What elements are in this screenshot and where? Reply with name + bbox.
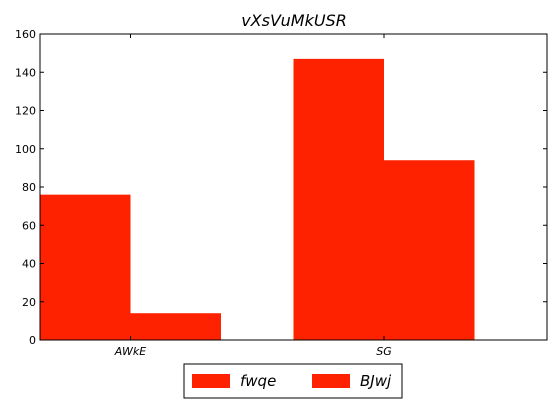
bar-BJwj-SG — [383, 160, 475, 340]
y-tick-label: 140 — [15, 66, 36, 79]
y-tick-label: 80 — [22, 181, 36, 194]
legend-swatch-fwqe — [192, 374, 230, 388]
legend: fwqe BJwj — [183, 363, 403, 399]
legend-label-fwqe: fwqe — [240, 372, 276, 390]
legend-swatch-BJwj — [312, 374, 350, 388]
y-tick-label: 40 — [22, 258, 36, 271]
y-tick-label: 20 — [22, 296, 36, 309]
plot-area: AWkE SG 0 20 40 60 80 100 120 140 160 — [15, 28, 548, 358]
bar-fwqe-AWkE — [40, 194, 131, 340]
x-tick-label: AWkE — [114, 345, 147, 358]
y-tick-label: 100 — [15, 143, 36, 156]
x-tick-label: SG — [376, 345, 392, 358]
y-tick-label: 0 — [29, 334, 36, 347]
axes-frame — [39, 33, 548, 341]
chart-title: vXsVuMkUSR — [241, 11, 347, 30]
y-tick-label: 120 — [15, 105, 36, 118]
bar-BJwj-AWkE — [130, 313, 221, 340]
bar-fwqe-SG — [293, 58, 384, 341]
legend-label-BJwj: BJwj — [360, 372, 392, 390]
y-tick-label: 160 — [15, 28, 36, 41]
y-tick-label: 60 — [22, 219, 36, 232]
